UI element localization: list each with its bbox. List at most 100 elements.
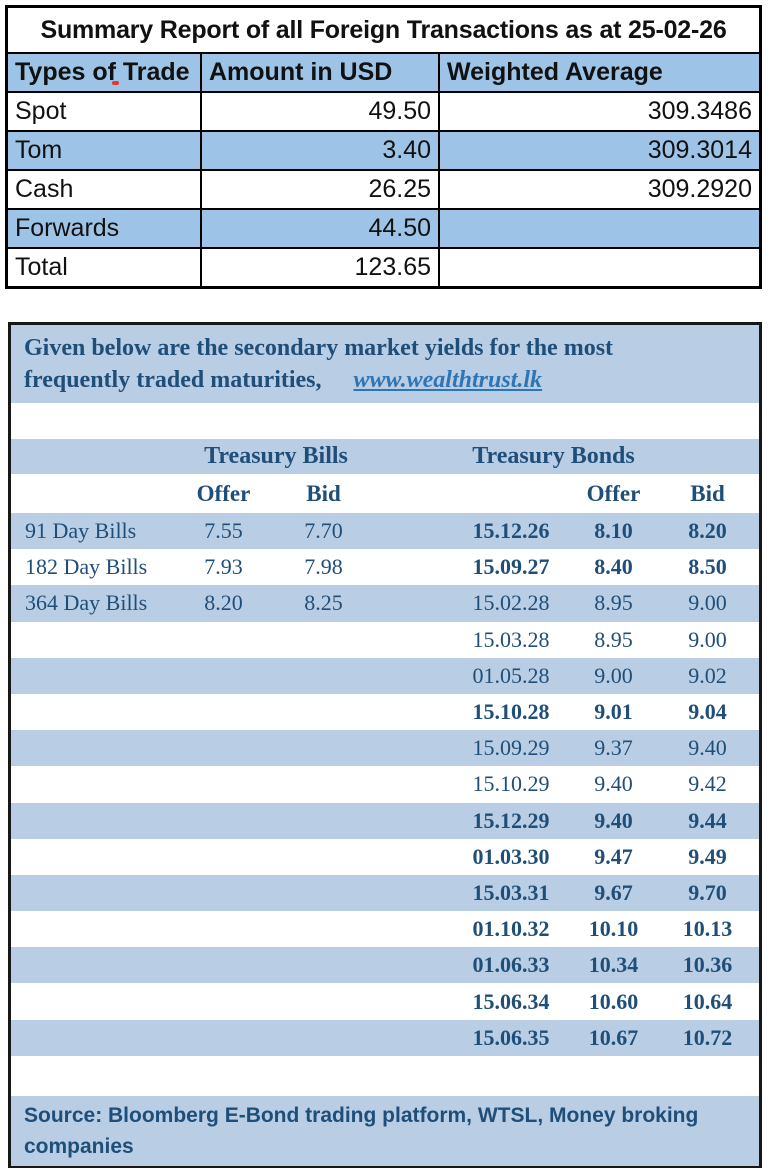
bond-offer-value: 10.10 — [588, 916, 639, 942]
bond-bid-value: 9.02 — [688, 662, 727, 688]
bond-maturity-date: 01.10.32 — [472, 916, 550, 942]
bill-offer-value — [176, 839, 271, 875]
bond-bid-value: 9.40 — [688, 735, 727, 761]
summary-col-amount-usd: Amount in USD — [202, 54, 440, 91]
bond-maturity-date: 15.03.31 — [472, 879, 550, 905]
yields-table-row: 15.12.29 9.40 9.44 — [11, 802, 759, 839]
bill-offer-value — [176, 730, 271, 766]
bond-maturity-date: 15.12.29 — [472, 807, 550, 833]
bill-offer-value — [176, 658, 271, 694]
bills-offer-header: Offer — [196, 480, 251, 506]
bond-bid-value: 8.20 — [688, 518, 727, 544]
yields-panel: Given below are the secondary market yie… — [8, 322, 762, 1168]
summary-cell-weighted-average: 309.3014 — [647, 136, 752, 164]
source-note: Source: Bloomberg E-Bond trading platfor… — [11, 1095, 759, 1166]
spacer — [11, 1056, 759, 1096]
summary-cell-amount: 49.50 — [202, 93, 440, 130]
bill-offer-value — [176, 983, 271, 1019]
summary-cell-amount: 123.65 — [202, 249, 440, 286]
bill-offer-value — [176, 766, 271, 802]
bill-maturity-label — [11, 730, 176, 766]
summary-table-row: Forwards 44.50 — [8, 210, 759, 249]
summary-cell-type: Forwards — [8, 210, 202, 247]
bills-bid-header: Bid — [306, 480, 341, 506]
summary-table-row: Tom 3.40 309.3014 — [8, 132, 759, 171]
bill-maturity-label: 182 Day Bills — [25, 554, 148, 580]
bill-maturity-label — [11, 839, 176, 875]
bond-maturity-date: 15.09.29 — [472, 735, 550, 761]
bond-offer-value: 9.00 — [594, 662, 633, 688]
yields-table-row: 01.03.30 9.47 9.49 — [11, 839, 759, 875]
bond-bid-value: 9.42 — [688, 771, 727, 797]
bill-bid-value: 8.25 — [304, 590, 343, 616]
bill-bid-value: 7.98 — [304, 554, 343, 580]
bond-offer-value: 9.47 — [594, 843, 633, 869]
yields-table-row: 15.10.29 9.40 9.42 — [11, 766, 759, 802]
summary-table-body: Spot 49.50 309.3486 Tom 3.40 309.3014 Cash 26.2… — [8, 93, 759, 286]
bill-offer-value: 7.55 — [204, 518, 243, 544]
source-line1: Source: Bloomberg E-Bond trading platfor… — [24, 1103, 699, 1127]
bill-bid-value: 7.70 — [304, 518, 343, 544]
summary-cell-amount: 26.25 — [202, 171, 440, 208]
bond-offer-value: 9.37 — [594, 735, 633, 761]
bond-maturity-date: 15.12.26 — [472, 518, 550, 544]
bill-bid-value — [271, 839, 376, 875]
wealthtrust-link[interactable]: www.wealthtrust.lk — [353, 367, 543, 393]
yields-table-row: 364 Day Bills 8.20 8.25 15.02.28 8.95 9.00 — [11, 585, 759, 622]
offer-bid-header-row: Offer Bid Offer Bid — [11, 474, 759, 513]
bond-offer-value: 10.34 — [588, 952, 639, 978]
summary-table: Summary Report of all Foreign Transactio… — [5, 5, 762, 289]
bond-offer-value: 8.40 — [594, 554, 633, 580]
bond-bid-value: 10.36 — [682, 952, 733, 978]
bill-maturity-label — [11, 983, 176, 1019]
bond-offer-value: 10.67 — [588, 1024, 639, 1050]
bond-bid-value: 9.00 — [688, 626, 727, 652]
yields-section-header: Treasury Bills Treasury Bonds — [11, 439, 759, 474]
bond-bid-value: 10.72 — [682, 1024, 733, 1050]
bond-maturity-date: 15.09.27 — [472, 554, 550, 580]
yields-table-row: 15.09.29 9.37 9.40 — [11, 730, 759, 767]
bond-offer-value: 8.95 — [594, 626, 633, 652]
bond-offer-value: 9.01 — [594, 699, 633, 725]
bill-offer-value — [176, 947, 271, 983]
bond-maturity-date: 15.10.29 — [472, 771, 550, 797]
bill-offer-value — [176, 1020, 271, 1056]
bill-bid-value — [271, 658, 376, 694]
bond-bid-value: 10.64 — [682, 988, 733, 1014]
bill-bid-value — [271, 911, 376, 947]
summary-cell-type: Total — [8, 249, 202, 286]
bill-offer-value — [176, 875, 271, 911]
bill-bid-value — [271, 730, 376, 766]
bond-offer-value: 9.40 — [594, 771, 633, 797]
bill-maturity-label — [11, 694, 176, 730]
summary-header-row: Types of Trade Amount in USD Weighted Av… — [8, 54, 759, 93]
bill-maturity-label — [11, 875, 176, 911]
bond-bid-value: 8.50 — [688, 554, 727, 580]
bond-bid-value: 10.13 — [682, 916, 733, 942]
bill-bid-value — [271, 947, 376, 983]
summary-table-row: Cash 26.25 309.2920 — [8, 171, 759, 210]
yields-table-row: 01.05.28 9.00 9.02 — [11, 657, 759, 694]
summary-cell-weighted-average: 309.3486 — [647, 97, 752, 125]
bond-maturity-date: 01.03.30 — [472, 843, 550, 869]
bill-maturity-label — [11, 947, 176, 983]
bill-bid-value — [271, 1020, 376, 1056]
bond-offer-value: 8.95 — [594, 590, 633, 616]
bill-maturity-label: 91 Day Bills — [25, 518, 137, 544]
yields-table-row: 91 Day Bills 7.55 7.70 15.12.26 8.10 8.20 — [11, 513, 759, 550]
yields-table-body: 91 Day Bills 7.55 7.70 15.12.26 8.10 8.20 182 … — [11, 513, 759, 1056]
bond-maturity-date: 15.06.35 — [472, 1024, 550, 1050]
yields-table-row: 182 Day Bills 7.93 7.98 15.09.27 8.40 8.50 — [11, 549, 759, 585]
yields-table-row: 01.10.32 10.10 10.13 — [11, 911, 759, 947]
bond-maturity-date: 15.02.28 — [472, 590, 550, 616]
bill-offer-value — [176, 803, 271, 839]
yields-intro-line1: Given below are the secondary market yie… — [24, 335, 614, 361]
summary-table-row: Spot 49.50 309.3486 — [8, 93, 759, 132]
bond-bid-value: 9.00 — [688, 590, 727, 616]
bond-offer-value: 8.10 — [594, 518, 633, 544]
bond-offer-value: 9.67 — [594, 879, 633, 905]
bond-maturity-date: 15.06.34 — [472, 988, 550, 1014]
yields-table-row: 15.10.28 9.01 9.04 — [11, 694, 759, 730]
summary-cell-weighted-average — [440, 249, 759, 286]
bond-maturity-date: 15.03.28 — [472, 626, 550, 652]
